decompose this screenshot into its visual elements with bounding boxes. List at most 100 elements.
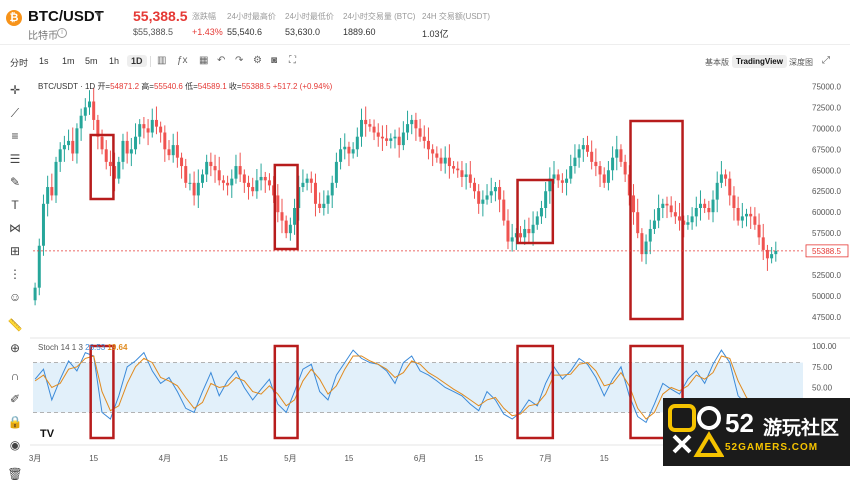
ohlc-legend: BTC/USDT · 1D 开=54871.2 高=55540.6 低=5458… (38, 81, 332, 92)
stat-volume-usdt: 24H 交易额(USDT) 1.03亿 (422, 12, 491, 39)
candle-body (447, 157, 451, 167)
current-price-tag (805, 244, 849, 258)
candle-body (71, 140, 75, 154)
pattern-icon[interactable]: ⋈ (9, 221, 21, 235)
time-axis-tick: 6月 (414, 454, 426, 463)
candle-body (498, 187, 502, 200)
candle-type-icon[interactable]: ▥ (157, 55, 167, 66)
ruler-icon[interactable]: 📏 (7, 318, 23, 332)
candle-body (753, 216, 757, 225)
candle-body (87, 101, 91, 108)
candle-body (502, 199, 506, 221)
candle-body (267, 180, 271, 186)
candle-body (673, 212, 677, 217)
mode-tradingview[interactable]: TradingView (732, 55, 787, 68)
candle-body (108, 161, 112, 167)
gann-icon[interactable]: ⋮ (9, 267, 21, 281)
candle-body (761, 237, 765, 250)
candle-body (284, 220, 288, 234)
chevron-down-icon[interactable]: ▾ (96, 10, 102, 21)
camera-icon[interactable]: ◙ (271, 55, 278, 66)
candle-body (472, 182, 476, 192)
layout-icon[interactable]: ▦ (199, 55, 209, 66)
candle-body (422, 136, 426, 141)
brush-icon[interactable]: ✎ (9, 175, 21, 189)
time-axis-tick: 15 (474, 454, 483, 463)
lock-drawing-icon[interactable]: ✐ (9, 392, 21, 406)
candle-body (79, 115, 83, 129)
fullscreen-icon[interactable]: ⛶ (289, 55, 296, 66)
settings-icon[interactable]: ⚙ (253, 55, 262, 66)
candle-body (322, 203, 326, 208)
candle-body (389, 138, 393, 141)
candle-body (435, 153, 439, 158)
candle-body (410, 119, 414, 125)
expand-icon[interactable]: ⤢ (822, 55, 830, 66)
candle-body (37, 245, 41, 288)
price-axis-tick: 65000.0 (812, 166, 841, 175)
timeframe-1d[interactable]: 1D (127, 55, 147, 67)
mode-basic[interactable]: 基本版 (705, 58, 729, 67)
candle-body (707, 208, 711, 213)
candle-body (577, 149, 581, 158)
trend-line-icon[interactable]: ⟋ (10, 106, 20, 120)
info-icon[interactable]: i (57, 28, 67, 38)
candle-body (602, 174, 606, 183)
candle-body (163, 132, 167, 150)
candle-body (397, 136, 401, 146)
timeframe-1h[interactable]: 1h (109, 56, 120, 66)
mode-depth[interactable]: 深度图 (789, 58, 813, 67)
trash-icon[interactable]: 🗑 (7, 467, 23, 481)
timeframe-1s[interactable]: 1s (39, 56, 49, 66)
emoji-icon[interactable]: ☺ (8, 290, 22, 304)
candle-body (242, 174, 246, 183)
price-axis-tick: 47500.0 (812, 313, 841, 322)
candle-body (393, 136, 397, 139)
price-chart[interactable]: 75000.0 72500.0 70000.0 67500.0 65000.0 62500… (0, 0, 850, 466)
horizontal-lines-icon[interactable]: ≡ (11, 129, 19, 143)
candle-body (401, 132, 405, 146)
timeframe-1m[interactable]: 1m (62, 56, 75, 66)
magnet-icon[interactable]: ∩ (10, 369, 20, 383)
highlight-box-price (89, 133, 115, 201)
zoom-in-icon[interactable]: ⊕ (9, 341, 21, 355)
stat-change: 涨跌幅 +1.43% (192, 12, 223, 37)
candle-body (100, 136, 104, 150)
price-axis-tick: 57500.0 (812, 229, 841, 238)
chart-toolbar: 分时 1s 1m 5m 1h 1D ▥ ƒx ▦ ↶ ↷ ⚙ ◙ ⛶ 基本版 T… (0, 51, 850, 71)
timeframe-realtime[interactable]: 分时 (10, 58, 29, 68)
lock-icon[interactable]: 🔒 (7, 415, 23, 429)
indicators-icon[interactable]: ƒx (177, 55, 188, 66)
candle-body (50, 187, 54, 196)
text-icon[interactable]: T (11, 198, 19, 212)
highlight-box-price (273, 163, 299, 251)
timeframe-5m[interactable]: 5m (85, 56, 98, 66)
price-axis-tick: 50000.0 (812, 292, 841, 301)
redo-icon[interactable]: ↷ (235, 55, 244, 66)
candle-body (686, 222, 690, 225)
stoch-axis-tick: 100.00 (812, 342, 837, 351)
candle-body (33, 287, 37, 301)
candle-body (431, 149, 435, 154)
candle-body (360, 119, 364, 137)
candle-body (104, 149, 108, 162)
pair-cn-name: 比特币 (28, 31, 58, 42)
eye-icon[interactable]: ◉ (9, 438, 21, 452)
candle-body (460, 170, 464, 177)
crosshair-icon[interactable]: ✛ (9, 83, 21, 97)
fib-icon[interactable]: ☰ (9, 152, 21, 166)
candle-body (167, 149, 171, 156)
candle-body (138, 124, 142, 137)
candle-body (385, 138, 389, 141)
candle-body (468, 174, 472, 183)
price-axis-tick: 72500.0 (812, 103, 841, 112)
measure-icon[interactable]: ⊞ (9, 244, 21, 258)
candle-body (510, 237, 514, 242)
candle-body (539, 208, 543, 217)
candle-body (142, 124, 146, 129)
time-axis-tick: 5月 (284, 454, 296, 463)
undo-icon[interactable]: ↶ (217, 55, 226, 66)
candle-body (732, 195, 736, 208)
pair-selector[interactable]: BTC/USDT (28, 8, 104, 25)
highlight-box-stoch (629, 344, 684, 440)
